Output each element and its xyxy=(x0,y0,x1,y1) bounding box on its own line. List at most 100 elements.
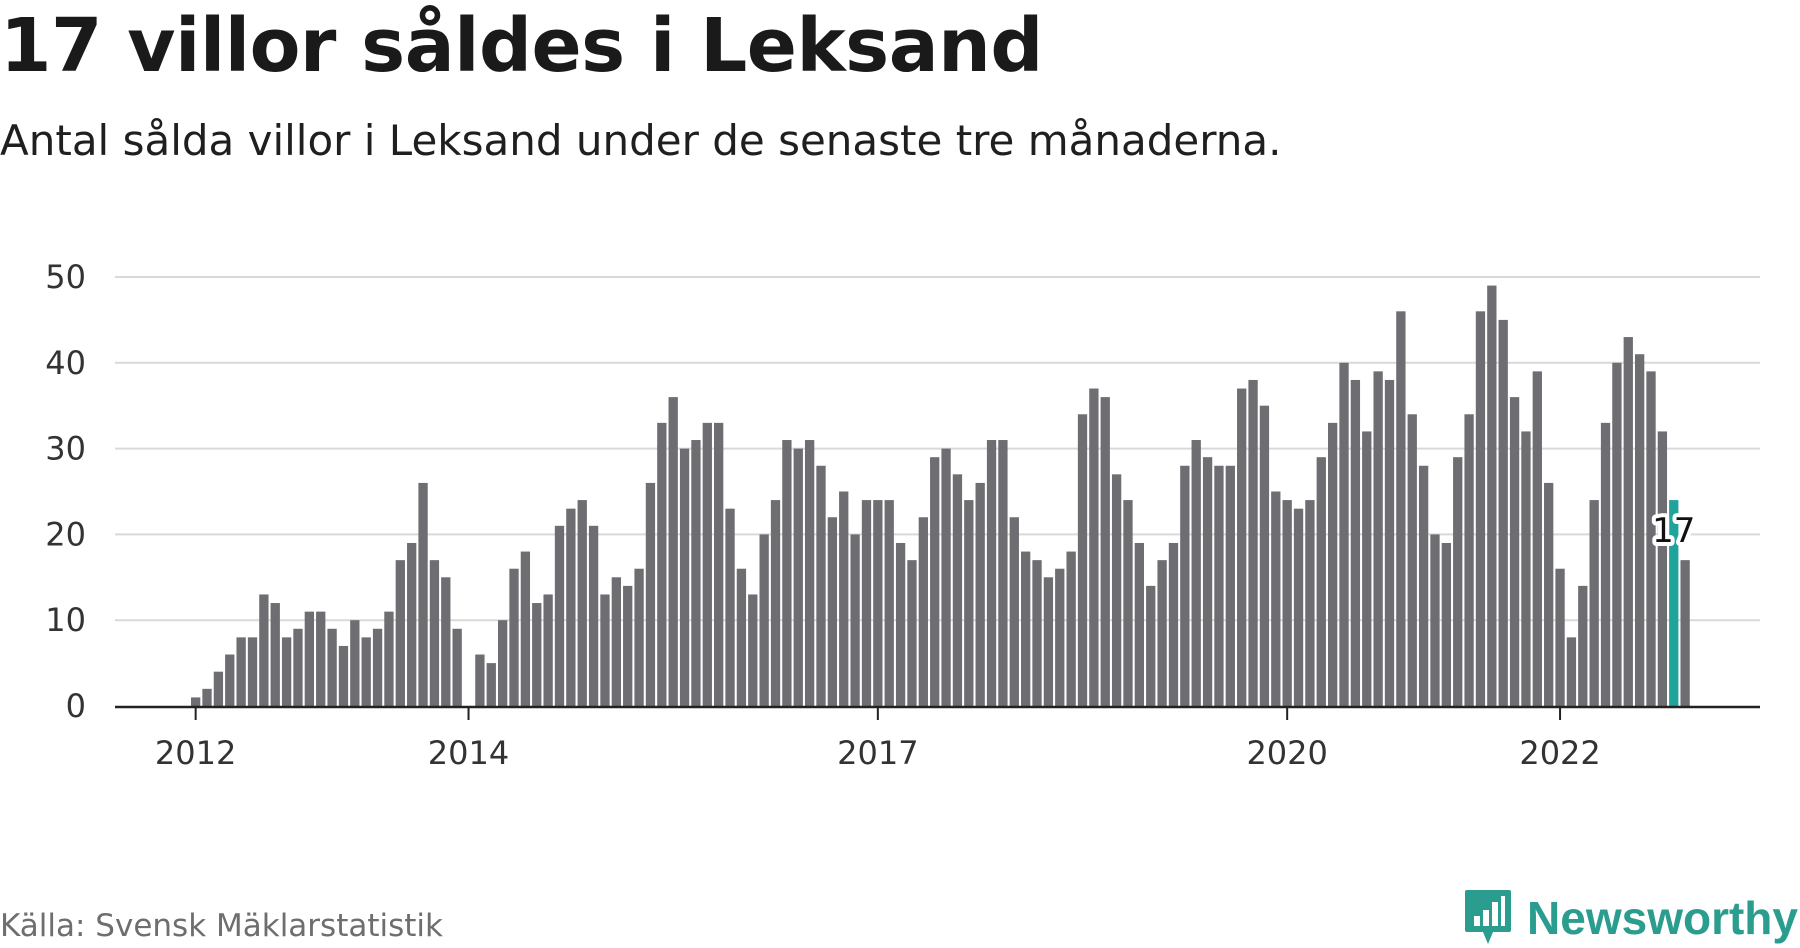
bar xyxy=(509,568,519,706)
bar xyxy=(407,542,417,706)
bar xyxy=(1646,371,1656,706)
chart-subtitle: Antal sålda villor i Leksand under de se… xyxy=(0,116,1282,165)
bar xyxy=(1225,465,1235,706)
bar xyxy=(725,508,735,706)
bar xyxy=(930,457,940,706)
chart-title: 17 villor såldes i Leksand xyxy=(0,3,1043,89)
bar xyxy=(748,594,758,706)
bar xyxy=(418,482,428,706)
x-tick-label: 2017 xyxy=(837,734,918,772)
bar xyxy=(475,654,485,706)
bar xyxy=(497,620,508,706)
bar xyxy=(395,560,405,706)
bar xyxy=(1214,465,1224,706)
bar xyxy=(1055,568,1065,706)
bar xyxy=(793,448,803,706)
x-tick-label: 2012 xyxy=(155,734,236,772)
bar xyxy=(1237,388,1247,706)
bar xyxy=(532,603,542,706)
bar xyxy=(1077,414,1088,706)
bar xyxy=(1430,534,1440,706)
x-tick-label: 2022 xyxy=(1519,734,1600,772)
bar xyxy=(1146,585,1156,706)
bar xyxy=(202,688,212,706)
bar xyxy=(1555,568,1565,706)
bar xyxy=(975,482,985,706)
bar xyxy=(1453,457,1463,706)
axes: 0 10 20 30 40 50 2012 2014 2017 2020 2022 xyxy=(45,258,1760,772)
bar xyxy=(986,440,997,706)
bar xyxy=(441,577,451,706)
bar xyxy=(1009,517,1019,706)
bar xyxy=(270,603,280,706)
bar xyxy=(327,628,337,706)
bar xyxy=(850,534,860,706)
bar xyxy=(1100,397,1110,706)
bar xyxy=(1362,431,1372,706)
bar xyxy=(225,654,235,706)
bar xyxy=(236,637,246,706)
bar xyxy=(191,697,201,706)
x-tick-label: 2020 xyxy=(1246,734,1327,772)
bar xyxy=(1293,508,1304,706)
bar xyxy=(1657,431,1668,706)
bar xyxy=(1021,551,1031,706)
bar xyxy=(770,500,781,706)
bar xyxy=(736,568,747,706)
bar xyxy=(543,594,553,706)
bar xyxy=(623,585,633,706)
data-labels: 17 xyxy=(1648,507,1699,555)
bar xyxy=(350,620,360,706)
bar xyxy=(600,594,610,706)
bar xyxy=(907,560,917,706)
bar xyxy=(941,448,951,706)
bar xyxy=(1634,354,1645,706)
bar xyxy=(645,482,656,706)
bar xyxy=(884,500,894,706)
bar xyxy=(1350,379,1361,706)
bar xyxy=(1418,465,1429,706)
highlight-value-label: 17 xyxy=(1652,511,1695,551)
bar xyxy=(1282,500,1292,706)
bar xyxy=(804,440,815,706)
bar xyxy=(873,500,883,706)
bar xyxy=(964,500,974,706)
bar-chart: 0 10 20 30 40 50 2012 2014 2017 2020 2022 17 xyxy=(45,258,1760,772)
bar xyxy=(452,628,462,706)
bar xyxy=(1123,500,1133,706)
bar xyxy=(304,611,314,706)
bar xyxy=(486,663,496,706)
bar xyxy=(247,637,258,706)
bar xyxy=(1544,482,1554,706)
bar xyxy=(1407,414,1417,706)
bar xyxy=(1305,500,1315,706)
bar xyxy=(691,440,701,706)
bar xyxy=(1157,560,1167,706)
bar xyxy=(827,517,838,706)
bar xyxy=(338,645,349,706)
bar xyxy=(611,577,621,706)
y-tick-label: 40 xyxy=(45,344,86,382)
bar xyxy=(1202,457,1213,706)
bar xyxy=(588,525,599,706)
bar xyxy=(1339,362,1349,706)
bar xyxy=(372,628,383,706)
bar xyxy=(1532,371,1542,706)
bar xyxy=(657,422,667,706)
bar xyxy=(1589,500,1599,706)
bar xyxy=(1180,465,1190,706)
y-tick-label: 0 xyxy=(66,687,86,725)
bar xyxy=(759,534,769,706)
y-tick-label: 20 xyxy=(45,515,86,553)
bar xyxy=(316,611,326,706)
bar xyxy=(361,637,371,706)
bar xyxy=(1612,362,1622,706)
bar xyxy=(1373,371,1383,706)
bar xyxy=(1032,560,1042,706)
source-credit: Källa: Svensk Mäklarstatistik xyxy=(0,908,443,944)
bar xyxy=(1441,542,1451,706)
bar xyxy=(1259,405,1270,706)
bar xyxy=(1328,422,1338,706)
bar xyxy=(1089,388,1099,706)
bar xyxy=(1487,285,1497,706)
